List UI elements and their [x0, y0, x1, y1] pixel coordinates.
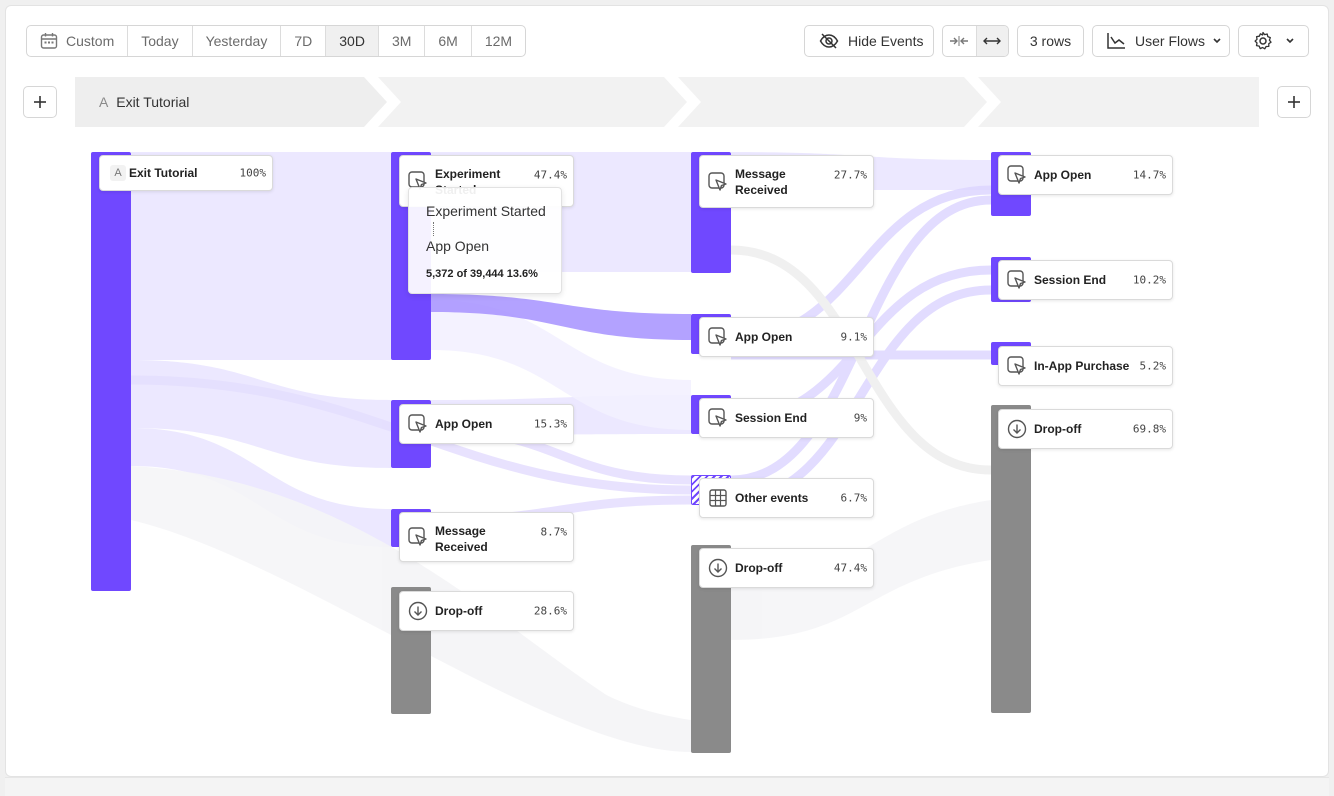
node-percent: 9%: [853, 411, 867, 425]
bottom-strip: [5, 777, 1329, 796]
range-30d[interactable]: 30D: [326, 26, 379, 56]
node-percent: 14.7%: [1132, 168, 1166, 182]
layout-toggle: [942, 25, 1009, 57]
node-name: Session End: [735, 411, 808, 425]
tooltip-from-event: Experiment Started: [426, 203, 546, 219]
step-header-bar: [75, 77, 1259, 127]
node-card-in-app-purchase[interactable]: In-App Purchase 5.2%: [998, 346, 1173, 386]
node-card-app-open[interactable]: App Open 15.3%: [399, 404, 574, 444]
report-type-dropdown[interactable]: User Flows: [1092, 25, 1230, 57]
range-7d[interactable]: 7D: [281, 26, 327, 56]
line-chart-icon: [1106, 32, 1126, 50]
cursor-click-icon: [407, 413, 429, 435]
range-custom[interactable]: Custom: [27, 26, 129, 56]
settings-dropdown[interactable]: [1238, 25, 1309, 57]
node-card-drop-off[interactable]: Drop-off 28.6%: [399, 591, 574, 631]
hide-events-label: Hide Events: [848, 33, 924, 49]
node-percent: 8.7%: [540, 525, 568, 539]
add-step-before-button[interactable]: [23, 86, 57, 118]
range-6m[interactable]: 6M: [425, 26, 472, 56]
add-step-after-button[interactable]: [1277, 86, 1311, 118]
node-name: In-App Purchase: [1034, 359, 1130, 373]
range-yesterday[interactable]: Yesterday: [193, 26, 282, 56]
cursor-click-icon: [1006, 355, 1028, 377]
node-name: App Open: [1034, 168, 1092, 182]
node-percent: 28.6%: [533, 604, 567, 618]
node-name: Exit Tutorial: [129, 166, 198, 180]
node-name: Drop-off: [1034, 422, 1082, 436]
node-percent: 47.4%: [533, 168, 567, 182]
plus-icon: [34, 96, 46, 108]
node-name: App Open: [735, 330, 793, 344]
step-letter: A: [99, 94, 109, 110]
step-a-label[interactable]: A Exit Tutorial: [99, 94, 189, 110]
node-percent: 5.2%: [1139, 359, 1167, 373]
chevron-down-icon: [1285, 37, 1295, 45]
node-card-message-received[interactable]: Message Received 8.7%: [399, 512, 574, 562]
plus-icon: [1288, 96, 1300, 108]
node-percent: 6.7%: [840, 491, 868, 505]
node-card-drop-off[interactable]: Drop-off 47.4%: [699, 548, 874, 588]
node-name: Message Received: [735, 167, 788, 197]
step-letter-badge: A: [107, 162, 129, 184]
cursor-click-icon: [407, 526, 429, 548]
node-name: Other events: [735, 491, 809, 505]
node-card-exit-tutorial[interactable]: A Exit Tutorial 100%: [99, 155, 273, 191]
arrow-down-circle-icon: [707, 557, 729, 579]
eye-slash-icon: [819, 33, 839, 49]
node-name: Session End: [1034, 273, 1107, 287]
calendar-icon: [40, 32, 58, 50]
tooltip-to-event: App Open: [426, 238, 490, 254]
gear-icon: [1253, 31, 1273, 51]
report-type-label: User Flows: [1135, 33, 1206, 49]
cursor-click-icon: [1006, 164, 1028, 186]
chevron-down-icon: [1212, 37, 1222, 45]
collapse-arrows-icon[interactable]: [943, 26, 976, 56]
node-percent: 9.1%: [840, 330, 868, 344]
hide-events-button[interactable]: Hide Events: [804, 25, 934, 57]
node-percent: 15.3%: [533, 417, 567, 431]
tooltip-connector: [433, 222, 434, 236]
node-card-app-open[interactable]: App Open 14.7%: [998, 155, 1173, 195]
step-name: Exit Tutorial: [116, 94, 190, 110]
node-card-session-end[interactable]: Session End 9%: [699, 398, 874, 438]
arrow-down-circle-icon: [407, 600, 429, 622]
node-card-app-open[interactable]: App Open 9.1%: [699, 317, 874, 357]
node-percent: 100%: [239, 166, 267, 180]
cursor-click-icon: [707, 171, 729, 193]
grid-icon: [707, 487, 729, 509]
node-bar-drop-off[interactable]: [991, 405, 1031, 713]
node-percent: 27.7%: [833, 168, 867, 182]
cursor-click-icon: [707, 407, 729, 429]
range-today[interactable]: Today: [128, 26, 193, 56]
range-12m[interactable]: 12M: [484, 33, 513, 49]
node-name: Message Received: [435, 524, 488, 554]
node-name: Drop-off: [735, 561, 783, 575]
node-card-drop-off[interactable]: Drop-off 69.8%: [998, 409, 1173, 449]
node-percent: 10.2%: [1132, 273, 1166, 287]
rows-button[interactable]: 3 rows: [1017, 25, 1084, 57]
node-card-other-events[interactable]: Other events 6.7%: [699, 478, 874, 518]
range-3m[interactable]: 3M: [379, 26, 426, 56]
date-range-selector: Custom Today Yesterday 7D 30D 3M 6M 12M: [26, 25, 527, 57]
node-percent: 47.4%: [833, 561, 867, 575]
node-card-session-end[interactable]: Session End 10.2%: [998, 260, 1173, 300]
node-percent: 69.8%: [1132, 422, 1166, 436]
expand-arrows-icon[interactable]: [975, 26, 1008, 56]
arrow-down-circle-icon: [1006, 418, 1028, 440]
node-name: Drop-off: [435, 604, 483, 618]
tooltip-stats: 5,372 of 39,444 13.6%: [426, 268, 538, 280]
node-card-message-received[interactable]: Message Received 27.7%: [699, 155, 874, 208]
cursor-click-icon: [1006, 269, 1028, 291]
flow-tooltip: Experiment Started App Open 5,372 of 39,…: [408, 187, 562, 294]
node-name: App Open: [435, 417, 493, 431]
cursor-click-icon: [707, 326, 729, 348]
node-bar-exit-tutorial[interactable]: [91, 152, 131, 591]
range-custom-label: Custom: [66, 33, 115, 49]
